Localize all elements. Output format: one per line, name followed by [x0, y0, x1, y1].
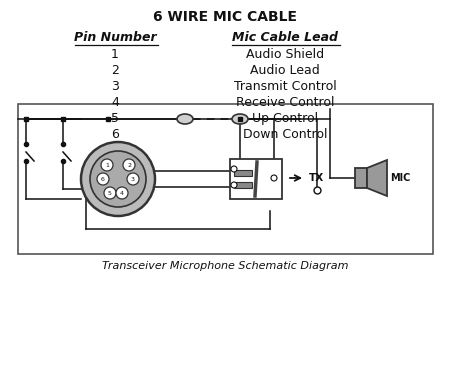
Circle shape	[231, 182, 237, 188]
Circle shape	[101, 159, 113, 171]
Text: MIC: MIC	[390, 173, 410, 183]
Circle shape	[81, 142, 155, 216]
Text: Transmit Control: Transmit Control	[234, 80, 337, 92]
Ellipse shape	[177, 114, 193, 124]
Text: 2: 2	[111, 64, 119, 77]
Bar	[18, 104, 433, 254]
Bar	[355, 168, 367, 188]
Text: 3: 3	[111, 80, 119, 92]
Text: Mic Cable Lead: Mic Cable Lead	[232, 31, 338, 44]
Text: 2: 2	[127, 162, 131, 168]
Text: Transceiver Microphone Schematic Diagram: Transceiver Microphone Schematic Diagram	[102, 261, 348, 271]
Text: 4: 4	[111, 95, 119, 108]
Text: Audio Shield: Audio Shield	[246, 47, 324, 61]
Text: Receive Control: Receive Control	[236, 95, 334, 108]
Text: Pin Number: Pin Number	[74, 31, 156, 44]
Circle shape	[104, 187, 116, 199]
Bar	[230, 159, 282, 199]
Circle shape	[231, 166, 237, 172]
Bar	[234, 182, 252, 188]
Bar	[234, 170, 252, 176]
Circle shape	[116, 187, 128, 199]
Text: 6: 6	[111, 128, 119, 141]
Text: 1: 1	[111, 47, 119, 61]
Text: 6 WIRE MIC CABLE: 6 WIRE MIC CABLE	[153, 10, 297, 24]
Text: 3: 3	[131, 177, 135, 181]
Text: Audio Lead: Audio Lead	[250, 64, 320, 77]
Text: 5: 5	[108, 190, 112, 196]
Ellipse shape	[232, 114, 248, 124]
Text: 4: 4	[120, 190, 124, 196]
Text: TX: TX	[309, 173, 324, 183]
Text: Down Control: Down Control	[243, 128, 327, 141]
Circle shape	[90, 151, 146, 207]
Text: 1: 1	[105, 162, 109, 168]
Text: Up Control: Up Control	[252, 111, 318, 125]
Text: 6: 6	[101, 177, 105, 181]
Circle shape	[97, 173, 109, 185]
Polygon shape	[367, 160, 387, 196]
Text: 5: 5	[111, 111, 119, 125]
Circle shape	[127, 173, 139, 185]
Circle shape	[123, 159, 135, 171]
Circle shape	[271, 175, 277, 181]
